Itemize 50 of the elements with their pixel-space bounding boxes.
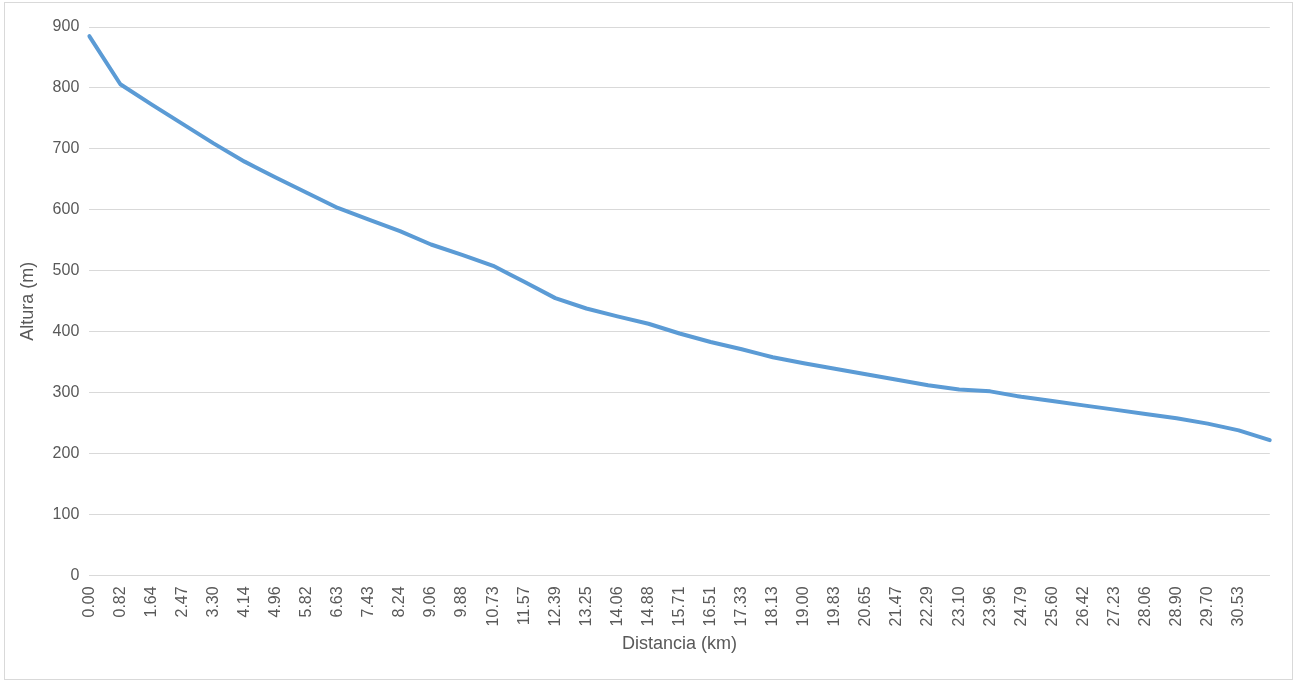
x-tick-label: 10.73 — [483, 586, 501, 627]
y-tick-label: 0 — [70, 565, 80, 583]
y-tick-label: 100 — [52, 504, 80, 522]
x-axis-title: Distancia (km) — [622, 633, 738, 654]
x-tick-label: 19.00 — [794, 586, 812, 627]
y-tick-label: 800 — [52, 78, 80, 96]
x-tick-label: 14.06 — [607, 586, 625, 627]
x-tick-label: 11.57 — [514, 586, 532, 626]
y-tick-label: 300 — [52, 382, 80, 400]
x-tick-label: 18.13 — [763, 586, 781, 627]
y-tick-label: 900 — [52, 17, 80, 35]
x-tick-label: 23.10 — [949, 586, 967, 627]
x-tick-label: 27.23 — [1104, 586, 1122, 627]
x-tick-label: 17.33 — [732, 586, 750, 627]
x-tick-label: 9.88 — [452, 586, 470, 618]
x-tick-label: 1.64 — [141, 586, 159, 618]
x-tick-label: 13.25 — [576, 586, 594, 627]
x-tick-label: 4.14 — [235, 586, 253, 618]
y-axis-title: Altura (m) — [16, 261, 37, 341]
x-tick-label: 25.60 — [1042, 586, 1060, 627]
x-tick-label: 28.90 — [1167, 586, 1185, 627]
x-tick-label: 0.82 — [110, 586, 128, 618]
x-tick-label: 28.06 — [1135, 586, 1153, 627]
x-tick-label: 8.24 — [390, 586, 408, 618]
x-tick-label: 0.00 — [79, 586, 97, 618]
x-tick-label: 12.39 — [545, 586, 563, 627]
x-tick-label: 20.65 — [856, 586, 874, 627]
x-tick-label: 19.83 — [825, 586, 843, 627]
x-tick-label: 2.47 — [172, 586, 190, 618]
x-tick-label: 9.06 — [421, 586, 439, 618]
x-tick-label: 21.47 — [887, 586, 905, 627]
x-tick-label: 26.42 — [1073, 586, 1091, 627]
x-tick-label: 30.53 — [1229, 586, 1247, 627]
x-tick-label: 5.82 — [297, 586, 315, 618]
x-tick-label: 6.63 — [328, 586, 346, 618]
y-tick-label: 700 — [52, 139, 80, 157]
x-tick-label: 15.71 — [669, 586, 687, 627]
x-tick-label: 22.29 — [918, 586, 936, 627]
x-tick-label: 16.51 — [701, 586, 719, 627]
y-tick-label: 400 — [52, 322, 80, 340]
x-tick-label: 14.88 — [638, 586, 656, 627]
x-tick-label: 24.79 — [1011, 586, 1029, 627]
y-tick-label: 200 — [52, 443, 80, 461]
x-tick-label: 7.43 — [359, 586, 377, 618]
x-tick-label: 23.96 — [980, 586, 998, 627]
x-tick-label: 29.70 — [1198, 586, 1216, 627]
x-tick-label: 4.96 — [266, 586, 284, 618]
x-tick-label: 3.30 — [203, 586, 221, 618]
y-tick-label: 500 — [52, 261, 80, 279]
y-tick-label: 600 — [52, 200, 80, 218]
